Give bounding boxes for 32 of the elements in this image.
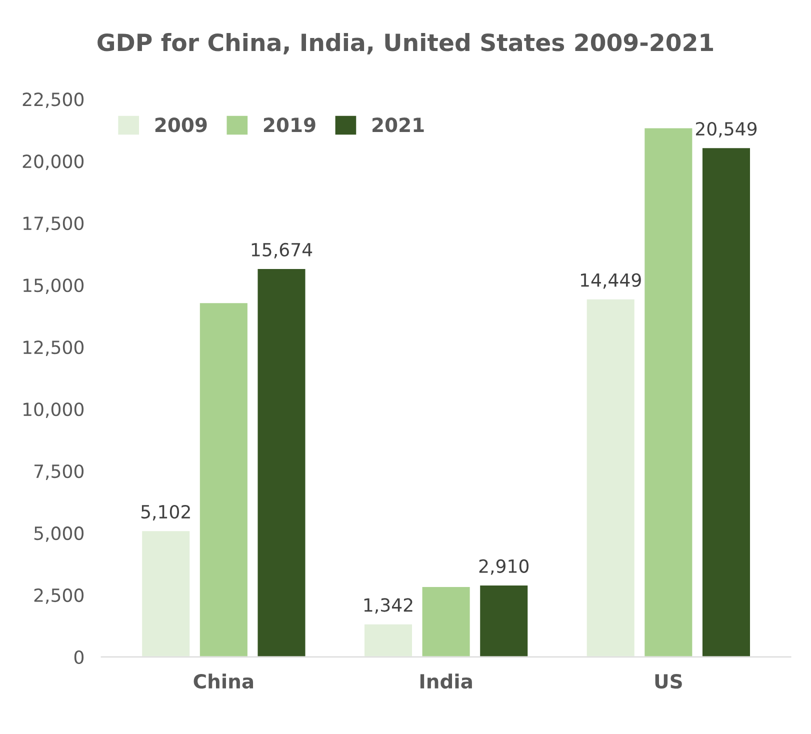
legend-label: 2009 <box>155 118 207 132</box>
data-label: 1,342 <box>364 598 412 614</box>
bar <box>420 586 472 657</box>
data-label: 5,102 <box>141 504 190 520</box>
y-tick-label: 20,000 <box>22 154 84 170</box>
bar <box>198 302 249 657</box>
bar <box>140 530 192 657</box>
legend-label: 2019 <box>264 118 316 132</box>
y-tick-label: 7,500 <box>34 464 84 480</box>
y-tick-label: 2,500 <box>34 588 84 604</box>
y-tick-label: 17,500 <box>24 216 84 232</box>
y-tick-label: 5,000 <box>34 526 84 542</box>
y-tick-label: 22,500 <box>22 92 84 108</box>
y-tick-label: 12,500 <box>24 340 84 356</box>
bar <box>643 126 694 657</box>
data-label: 14,449 <box>581 273 641 289</box>
data-label: 15,674 <box>252 242 312 258</box>
data-label: 20,549 <box>696 122 757 138</box>
y-tick-label: 10,000 <box>24 402 84 418</box>
x-tick-label: India <box>420 674 472 689</box>
legend-label: 2021 <box>372 118 424 132</box>
bar <box>478 584 530 657</box>
bar <box>363 622 414 657</box>
bar <box>701 146 752 657</box>
bar <box>585 298 636 657</box>
data-label: 2,910 <box>479 559 529 575</box>
chart-title: GDP for China, India, United States 2009-2021 <box>98 33 714 54</box>
x-tick-label: China <box>194 674 254 689</box>
y-tick-label: 15,000 <box>24 278 84 294</box>
bar <box>256 268 307 657</box>
x-tick-label: US <box>655 674 682 689</box>
y-tick-label: 0 <box>74 650 84 664</box>
